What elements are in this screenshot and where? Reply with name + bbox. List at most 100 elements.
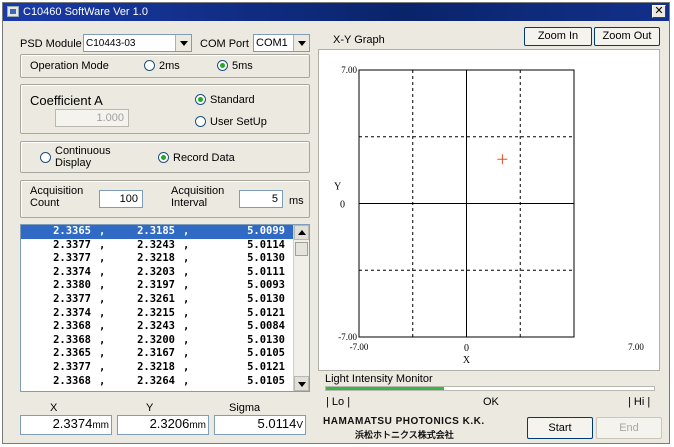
list-separator: , — [99, 265, 106, 278]
list-item[interactable]: 2.3377, 2.3261, 5.0130 — [21, 293, 293, 307]
coefficient-input[interactable]: 1.000 — [55, 109, 129, 127]
zoom-in-button[interactable]: Zoom In — [524, 27, 592, 46]
list-cell-x: 2.3368 — [53, 333, 91, 346]
psd-module-select[interactable]: C10443-03 — [83, 34, 192, 52]
list-separator: , — [183, 265, 190, 278]
list-cell-y: 2.3185 — [137, 225, 175, 237]
list-cell-y: 2.3243 — [137, 238, 175, 251]
list-cell-sigma: 5.0121 — [247, 306, 285, 319]
list-item[interactable]: 2.3365, 2.3167, 5.0105 — [21, 347, 293, 361]
light-monitor-label: Light Intensity Monitor — [325, 373, 433, 385]
list-cell-x: 2.3380 — [53, 279, 91, 292]
list-separator: , — [99, 225, 106, 237]
user-setup-radio[interactable] — [195, 116, 206, 127]
list-cell-x: 2.3374 — [53, 306, 91, 319]
psd-module-value: C10443-03 — [86, 38, 136, 49]
list-cell-y: 2.3264 — [137, 374, 175, 387]
light-lo-label: | Lo | — [326, 396, 351, 408]
list-cell-sigma: 5.0084 — [247, 320, 285, 333]
company-logo-jp: 浜松ホトニクス株式会社 — [355, 431, 454, 441]
acquisition-count-input[interactable]: 100 — [99, 190, 143, 208]
vertical-scrollbar[interactable] — [293, 225, 309, 391]
list-cell-x: 2.3368 — [53, 374, 91, 387]
list-cell-sigma: 5.0099 — [247, 225, 285, 237]
continuous-display-radio[interactable] — [40, 152, 51, 163]
zoom-out-button[interactable]: Zoom Out — [594, 27, 660, 46]
app-icon — [7, 6, 19, 17]
list-cell-x: 2.3365 — [53, 347, 91, 360]
com-port-select[interactable]: COM1 — [253, 34, 310, 52]
mode-5ms-radio[interactable] — [217, 60, 228, 71]
light-ok-label: OK — [483, 396, 499, 408]
light-intensity-fill — [326, 387, 445, 390]
list-separator: , — [183, 374, 190, 387]
standard-radio[interactable] — [195, 94, 206, 105]
acquisition-interval-label: Acquisition Interval — [171, 185, 225, 209]
list-item[interactable]: 2.3365, 2.3185, 5.0099 — [21, 225, 293, 239]
x-axis-label: X — [463, 355, 471, 366]
readout-x-label: X — [50, 402, 58, 414]
list-separator: , — [183, 306, 190, 319]
y-max-tick: 7.00 — [341, 65, 357, 75]
list-item[interactable]: 2.3377, 2.3243, 5.0114 — [21, 239, 293, 253]
list-cell-sigma: 5.0093 — [247, 279, 285, 292]
user-setup-label[interactable]: User SetUp — [210, 116, 267, 128]
light-hi-label: | Hi | — [628, 396, 651, 408]
list-item[interactable]: 2.3380, 2.3197, 5.0093 — [21, 279, 293, 293]
mode-2ms-label[interactable]: 2ms — [159, 60, 180, 72]
graph-title: X-Y Graph — [333, 34, 385, 46]
coefficient-label: Coefficient A — [30, 93, 103, 108]
mode-2ms-radio[interactable] — [144, 60, 155, 71]
title-bar: C10460 SoftWare Ver 1.0 ✕ — [3, 3, 669, 21]
acquisition-interval-input[interactable]: 5 — [239, 190, 283, 208]
close-button[interactable]: ✕ — [652, 5, 666, 18]
list-item[interactable]: 2.3377, 2.3218, 5.0121 — [21, 361, 293, 375]
scroll-down-icon[interactable] — [294, 376, 309, 391]
list-cell-y: 2.3243 — [137, 320, 175, 333]
scroll-thumb[interactable] — [295, 242, 308, 256]
continuous-display-label[interactable]: Continuous Display — [55, 145, 111, 169]
record-data-radio[interactable] — [158, 152, 169, 163]
chevron-down-icon[interactable] — [175, 35, 191, 51]
list-cell-sigma: 5.0111 — [247, 265, 285, 278]
list-cell-x: 2.3377 — [53, 252, 91, 265]
list-separator: , — [99, 238, 106, 251]
chevron-down-icon[interactable] — [293, 35, 309, 51]
list-separator: , — [183, 238, 190, 251]
readout-x-value: 2.3374 — [52, 416, 93, 431]
list-separator: , — [183, 347, 190, 360]
list-item[interactable]: 2.3368, 2.3264, 5.0105 — [21, 375, 293, 389]
list-item[interactable]: 2.3377, 2.3218, 5.0130 — [21, 252, 293, 266]
com-port-label: COM Port — [200, 38, 249, 50]
mode-5ms-label[interactable]: 5ms — [232, 60, 253, 72]
list-separator: , — [183, 252, 190, 265]
readout-sigma-unit: V — [296, 420, 303, 431]
x-zero-tick: 0 — [464, 343, 469, 354]
end-button[interactable]: End — [596, 417, 662, 439]
standard-label[interactable]: Standard — [210, 94, 255, 106]
com-port-value: COM1 — [256, 37, 288, 49]
list-separator: , — [99, 320, 106, 333]
light-intensity-bar — [325, 386, 655, 391]
list-cell-sigma: 5.0105 — [247, 374, 285, 387]
acquisition-group — [20, 180, 310, 218]
readout-y-field: 2.3206mm — [117, 415, 209, 435]
operation-mode-group — [20, 54, 310, 78]
data-listbox[interactable]: 2.3365, 2.3185, 5.0099 2.3377, 2.3243, 5.0114… — [20, 224, 310, 392]
list-item[interactable]: 2.3368, 2.3200, 5.0130 — [21, 334, 293, 348]
list-cell-y: 2.3218 — [137, 360, 175, 373]
list-cell-y: 2.3261 — [137, 292, 175, 305]
xy-graph-panel: 7.00 0 -7.00 Y -7.00 0 7.00 X — [318, 49, 660, 371]
scroll-up-icon[interactable] — [294, 225, 309, 240]
list-separator: , — [99, 279, 106, 292]
record-data-label[interactable]: Record Data — [173, 152, 235, 164]
list-cell-x: 2.3374 — [53, 265, 91, 278]
display-mode-group — [20, 141, 310, 173]
start-button[interactable]: Start — [527, 417, 593, 439]
list-item[interactable]: 2.3374, 2.3215, 5.0121 — [21, 307, 293, 321]
list-cell-sigma: 5.0130 — [247, 292, 285, 305]
list-item[interactable]: 2.3374, 2.3203, 5.0111 — [21, 266, 293, 280]
list-separator: , — [99, 292, 106, 305]
list-item[interactable]: 2.3368, 2.3243, 5.0084 — [21, 320, 293, 334]
